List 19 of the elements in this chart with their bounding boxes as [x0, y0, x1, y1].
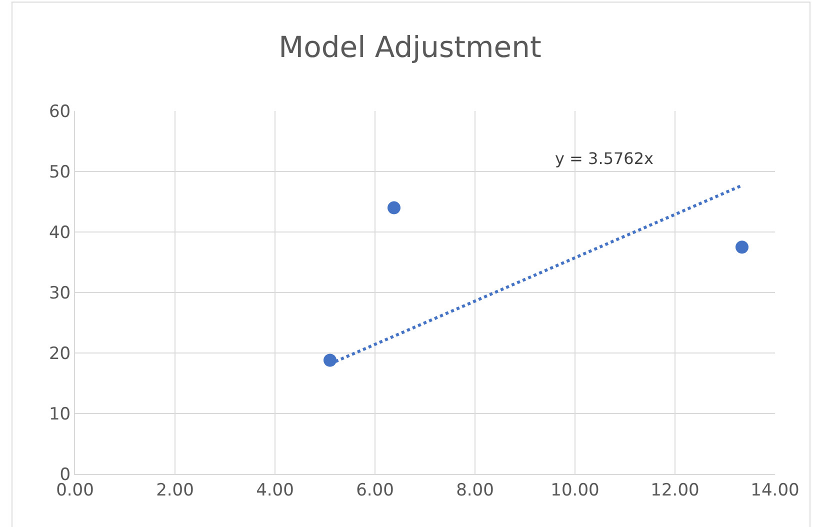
x-tick-label: 0.00: [56, 480, 94, 500]
y-tick-label: 30: [48, 283, 71, 304]
x-tick-label: 6.00: [356, 480, 394, 500]
annotation: y = 3.5762x: [555, 149, 654, 168]
point: [388, 201, 400, 214]
x-tick-label: 10.00: [550, 480, 600, 500]
x-tick-label: 12.00: [650, 480, 700, 500]
chart-title: Model Adjustment: [278, 30, 542, 64]
y-tick-label: 20: [48, 344, 71, 364]
y-tick-label: 40: [48, 222, 71, 243]
y-tick-label: 10: [48, 404, 71, 424]
x-tick-label: 2.00: [156, 480, 194, 500]
y-tick-label: 60: [48, 102, 71, 122]
point: [324, 354, 336, 367]
x-tick-label: 8.00: [456, 480, 494, 500]
point: [736, 240, 748, 254]
x-tick-label: 14.00: [750, 480, 800, 500]
y-tick-label: 50: [48, 162, 71, 182]
x-tick-label: 4.00: [256, 480, 294, 500]
